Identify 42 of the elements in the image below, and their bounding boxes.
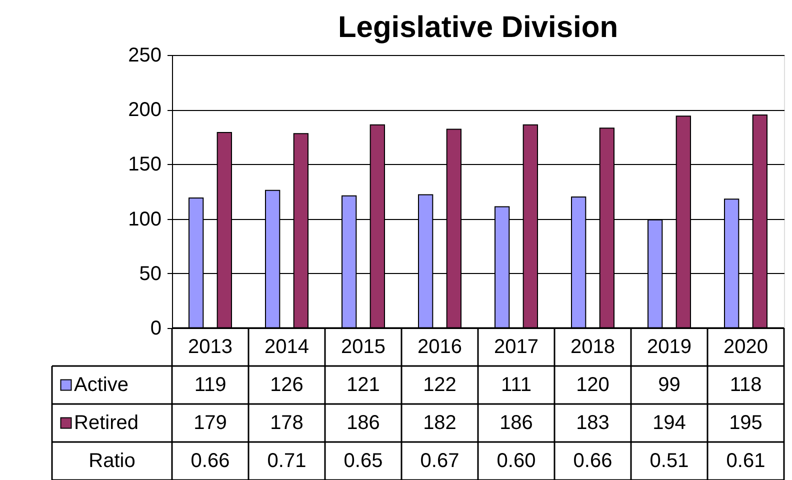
x-tick-label: 2015 <box>341 336 386 358</box>
text: 0.60 <box>496 450 536 472</box>
y-tick-label: 100 <box>128 208 162 230</box>
x-tick-label: 2020 <box>724 336 768 358</box>
data-label: 118 <box>730 374 762 396</box>
data-label: 194 <box>652 412 686 434</box>
legend-label: Active <box>74 374 128 396</box>
data-label: 182 <box>423 412 456 434</box>
text: 0.67 <box>420 450 460 472</box>
data-label: 119 <box>194 374 226 396</box>
y-tick-label: 250 <box>128 44 162 66</box>
data-label: 99 <box>658 374 680 396</box>
data-label: 111 <box>501 374 532 396</box>
text: 0.65 <box>344 450 383 472</box>
data-label: 126 <box>270 374 304 396</box>
x-tick-label: 2019 <box>647 336 692 358</box>
x-tick-label: 2018 <box>570 336 615 358</box>
x-tick-label: 2017 <box>494 336 538 358</box>
y-tick-label: 50 <box>139 262 162 285</box>
data-label: 120 <box>576 374 610 396</box>
text: 0.61 <box>726 450 766 472</box>
data-label: 186 <box>346 412 380 434</box>
y-tick-label: 150 <box>128 154 162 176</box>
y-tick-label: 0 <box>150 318 162 340</box>
x-tick-label: 2014 <box>264 336 309 358</box>
text: 0.66 <box>573 450 612 472</box>
data-label: 183 <box>576 412 610 434</box>
chart-title: Legislative Division <box>338 11 618 44</box>
text: Ratio <box>88 450 136 472</box>
legend-label: Retired <box>74 412 138 434</box>
data-label: 186 <box>500 412 533 434</box>
text: 0.51 <box>650 450 689 472</box>
y-tick-label: 200 <box>128 99 162 122</box>
data-label: 179 <box>194 412 227 434</box>
data-label: 121 <box>346 374 380 396</box>
text: 0.66 <box>190 450 230 472</box>
data-label: 122 <box>423 374 456 396</box>
x-tick-label: 2013 <box>188 336 232 358</box>
data-label: 195 <box>729 412 762 434</box>
x-tick-label: 2016 <box>418 336 462 358</box>
text: 0.71 <box>267 450 306 472</box>
data-label: 178 <box>270 412 304 434</box>
